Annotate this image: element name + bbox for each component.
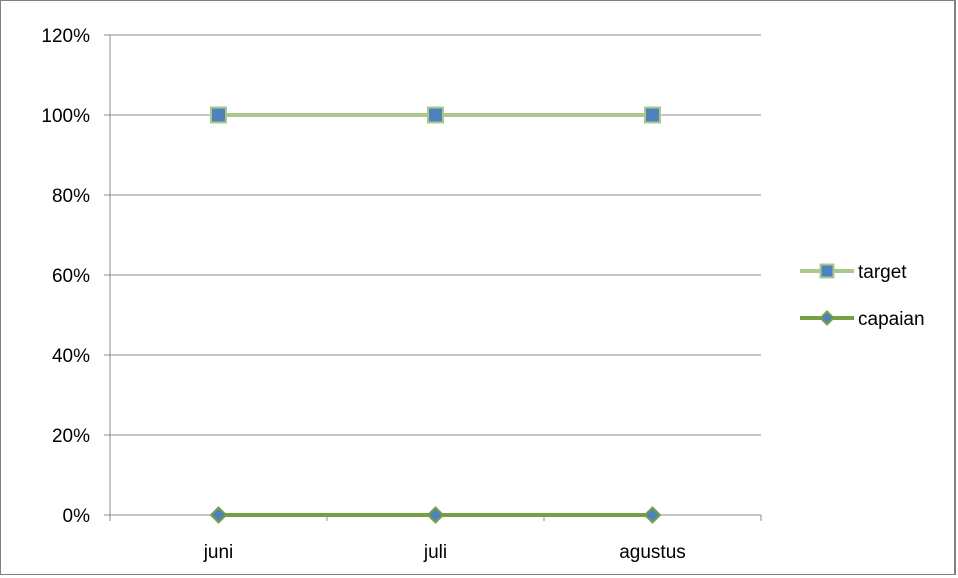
data-point-capaian bbox=[426, 506, 445, 524]
gridlines bbox=[110, 34, 761, 436]
x-tick-label: juli bbox=[423, 542, 447, 563]
y-tick-label: 40% bbox=[52, 346, 90, 367]
data-point-capaian bbox=[209, 506, 228, 524]
data-point-target bbox=[210, 106, 227, 124]
legend-item-capaian: capaian bbox=[800, 309, 925, 330]
data-point-target bbox=[644, 106, 661, 124]
x-tick-label: juni bbox=[203, 542, 234, 563]
series-capaian bbox=[209, 506, 662, 524]
y-tick-label: 80% bbox=[52, 186, 90, 207]
data-point-capaian bbox=[643, 506, 662, 524]
data-point-target bbox=[427, 106, 444, 124]
y-tick-label: 60% bbox=[52, 266, 90, 287]
series-target bbox=[210, 106, 661, 124]
legend-label: capaian bbox=[858, 309, 925, 330]
legend: target capaian bbox=[800, 262, 925, 330]
y-tick-label: 20% bbox=[52, 426, 90, 447]
y-tick-label: 120% bbox=[41, 26, 90, 47]
legend-marker bbox=[819, 310, 835, 326]
x-axis-tick-labels: juni juli agustus bbox=[203, 542, 686, 563]
y-tick-label: 100% bbox=[41, 106, 90, 127]
x-tick-label: agustus bbox=[619, 542, 686, 563]
legend-label: target bbox=[858, 262, 907, 283]
legend-item-target: target bbox=[800, 262, 907, 283]
y-tick-label: 0% bbox=[63, 506, 91, 527]
legend-marker bbox=[819, 263, 835, 279]
series bbox=[209, 106, 662, 524]
y-axis-tick-labels: 0% 20% 40% 60% 80% 100% 120% bbox=[41, 26, 90, 527]
